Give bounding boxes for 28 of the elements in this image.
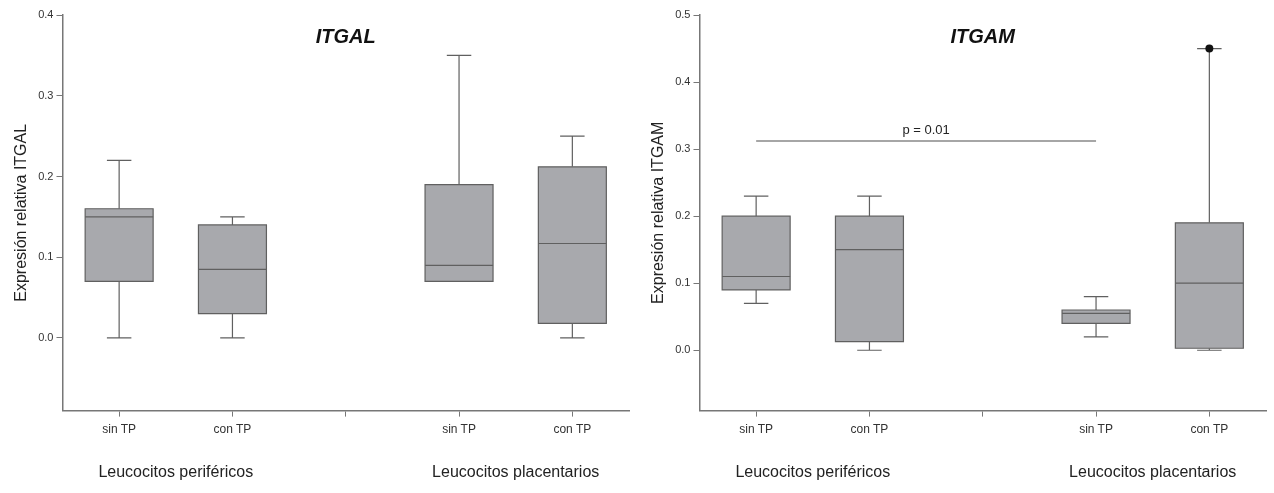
text: ITGAM xyxy=(950,24,1017,47)
y-tick-label: 0.3 xyxy=(38,88,54,101)
y-tick-label: 0.4 xyxy=(38,8,54,21)
text: Leucocitos placentarios xyxy=(432,463,600,481)
text: Leucocitos placentarios xyxy=(1069,463,1237,481)
y-tick-label: 0.3 xyxy=(675,142,691,155)
y-tick-label: 0.4 xyxy=(675,75,691,88)
annotation: p = 0.01 xyxy=(902,121,950,137)
y-axis-title: Expresión relativa ITGAL xyxy=(12,123,30,302)
y-tick-label: 0.0 xyxy=(38,330,54,343)
x-tick-label: sin TP xyxy=(102,422,137,437)
x-tick-label: con TP xyxy=(553,422,592,437)
x-tick-label: sin TP xyxy=(739,422,774,437)
x-tick-label: con TP xyxy=(213,422,252,437)
text: Leucocitos periféricos xyxy=(735,463,891,481)
x-tick-label: con TP xyxy=(1190,422,1229,437)
y-axis-title: Expresión relativa ITGAM xyxy=(649,121,667,304)
y-tick-label: 0.0 xyxy=(675,343,691,356)
y-tick-label: 0.1 xyxy=(38,250,54,263)
y-tick-label: 0.1 xyxy=(675,276,691,289)
x-tick-label: con TP xyxy=(850,422,889,437)
x-tick-label: sin TP xyxy=(1079,422,1113,437)
y-tick-label: 0.2 xyxy=(38,169,54,182)
y-tick-label: 0.2 xyxy=(675,209,691,222)
y-tick-label: 0.5 xyxy=(675,8,691,21)
text: ITGAL xyxy=(315,24,376,47)
text: Leucocitos periféricos xyxy=(98,463,254,481)
x-tick-label: sin TP xyxy=(442,422,476,437)
